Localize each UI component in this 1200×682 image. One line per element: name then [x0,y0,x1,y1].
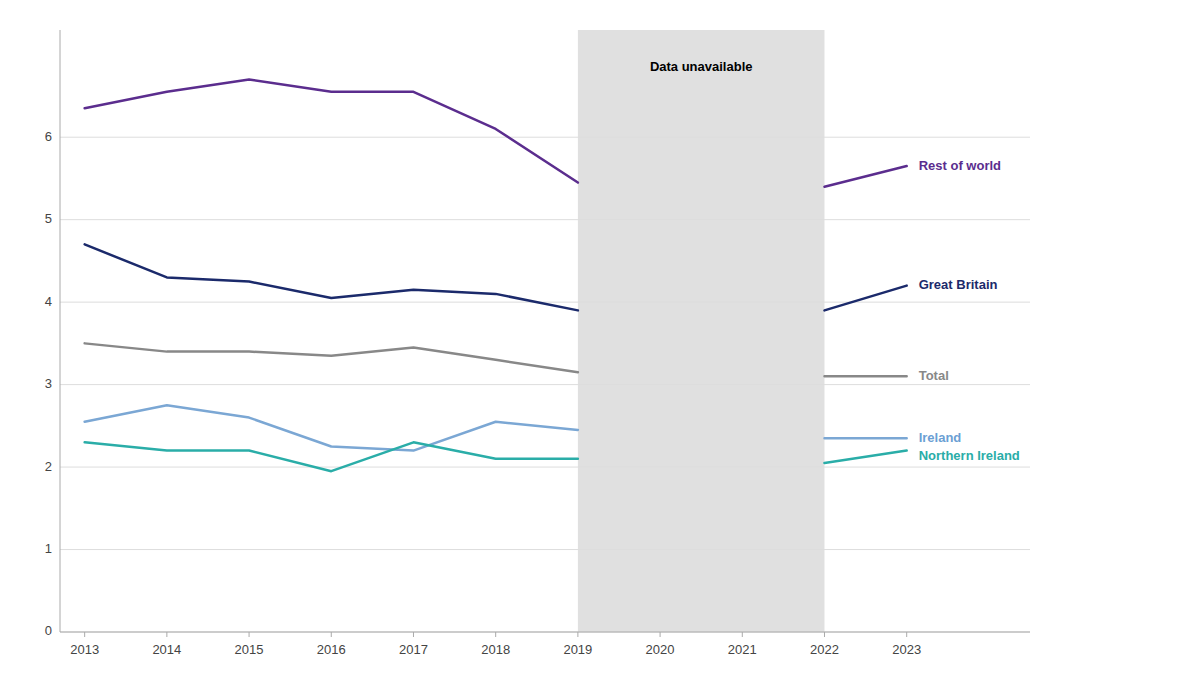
grid-line [60,302,1030,303]
series-line [85,79,907,186]
x-tick [331,632,332,637]
chart: 0 1 2 3 4 5 6 2013 2014 2015 2016 2017 2018 2019 2020 2… [0,0,1200,682]
series-label: Rest of world [919,158,1001,173]
series-line [85,343,907,376]
grid-line [60,384,1030,385]
y-tick-label: 6 [45,129,52,144]
x-tick-label: 2013 [70,642,99,657]
y-tick-label: 1 [45,541,52,556]
y-tick-label: 3 [45,376,52,391]
grid-line [60,219,1030,220]
y-tick-label: 0 [45,623,52,638]
grid-line [60,467,1030,468]
x-tick-label: 2019 [563,642,592,657]
grid-line [60,137,1030,138]
x-tick-label: 2017 [399,642,428,657]
y-grid [60,137,1030,632]
x-tick [660,632,661,637]
grid-line [60,549,1030,550]
y-tick-label: 5 [45,211,52,226]
annotation: Data unavailable [650,59,753,74]
series-label: Northern Ireland [919,448,1020,463]
x-tick-label: 2022 [810,642,839,657]
x-tick [495,632,496,637]
x-tick-label: 2021 [728,642,757,657]
x-tick-label: 2015 [235,642,264,657]
grid-line [60,632,1030,633]
series-line [85,244,907,310]
series-label: Ireland [919,430,962,445]
y-tick-label: 2 [45,459,52,474]
y-tick-label: 4 [45,294,52,309]
lines [85,79,907,471]
x-tick-label: 2016 [317,642,346,657]
x-tick [906,632,907,637]
series-label: Total [919,368,949,383]
series-label: Great Britain [919,277,998,292]
x-tick [824,632,825,637]
x-tick [84,632,85,637]
y-axis-line [60,30,61,632]
x-tick-label: 2014 [152,642,181,657]
shaded-region [578,30,825,632]
x-tick-label: 2020 [646,642,675,657]
x-tick [413,632,414,637]
series-line [85,405,907,450]
spans [578,30,825,632]
x-tick [742,632,743,637]
x-tick [577,632,578,637]
x-tick-label: 2018 [481,642,510,657]
series-line [85,442,907,471]
x-axis-line [60,632,1030,633]
x-tick [249,632,250,637]
x-tick-label: 2023 [892,642,921,657]
x-tick [166,632,167,637]
